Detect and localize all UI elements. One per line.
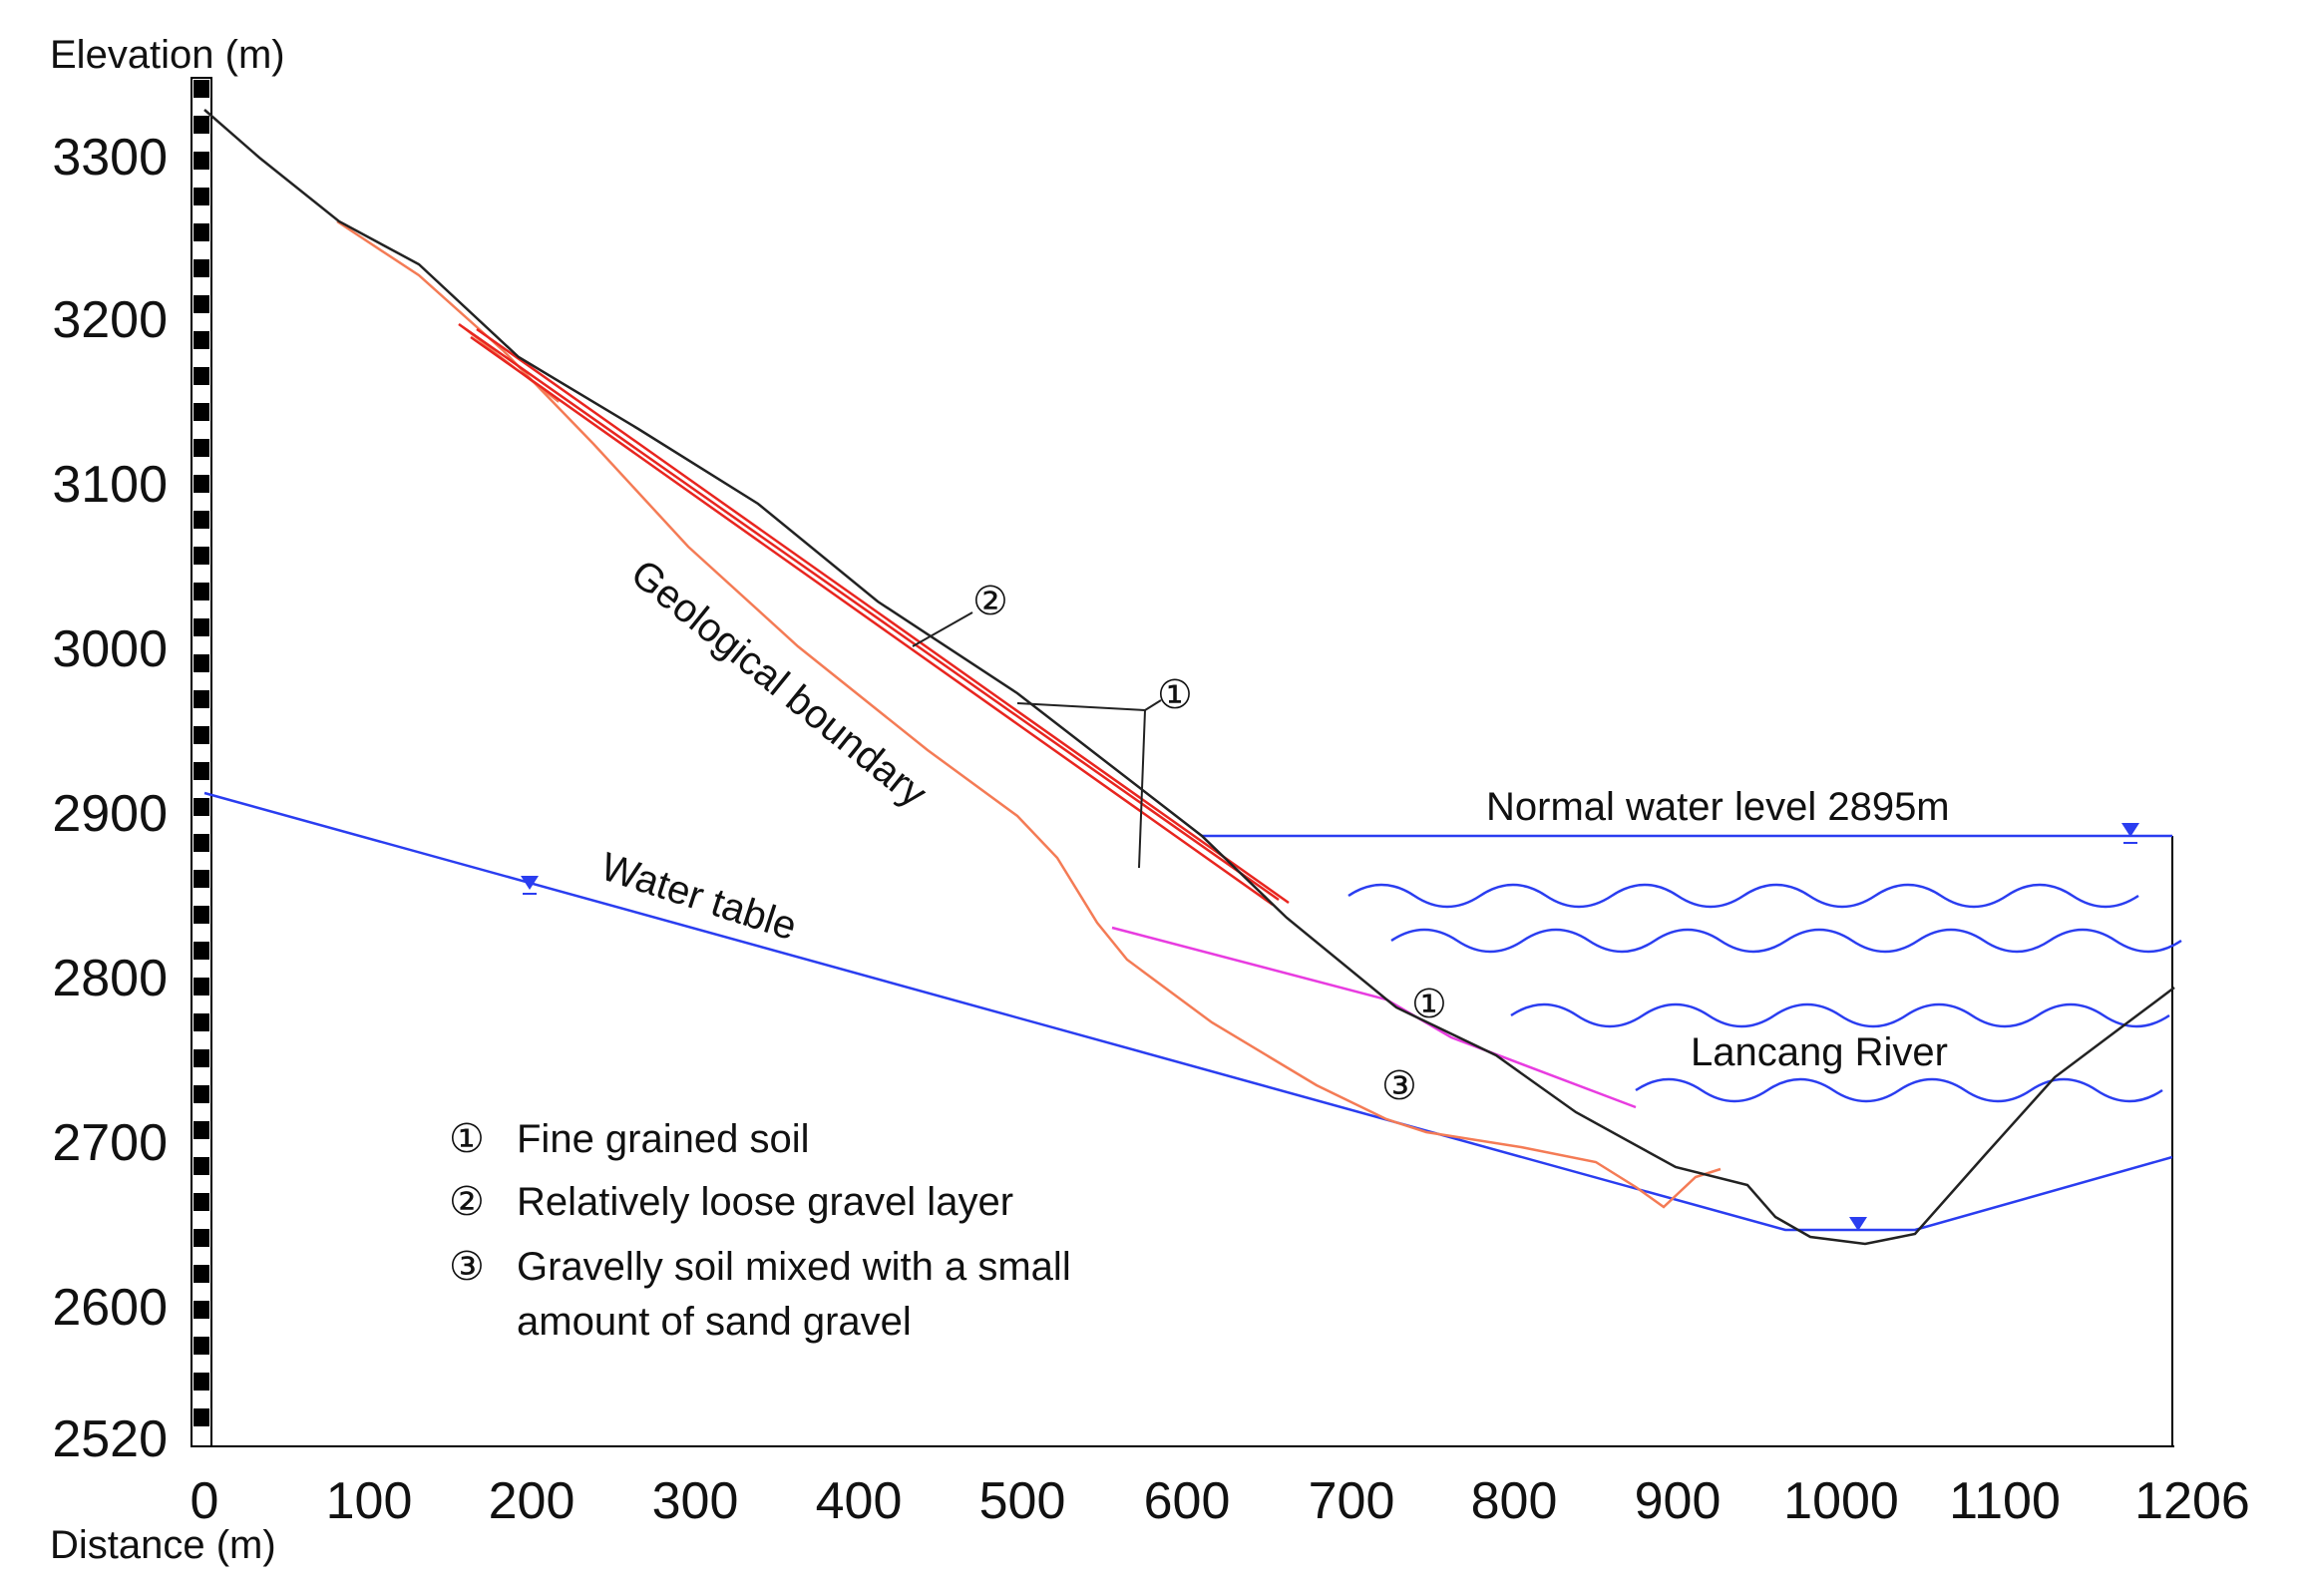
x-tick-1000: 1000 [1783, 1472, 1899, 1530]
x-tick-1100: 1100 [1949, 1472, 2061, 1530]
legend: ① Fine grained soil ② Relatively loose g… [449, 1117, 1071, 1344]
x-tick-500: 500 [979, 1472, 1066, 1530]
ruler-block [193, 1408, 209, 1426]
ruler-block [193, 547, 209, 565]
water-table-marker-icon [521, 876, 539, 890]
magenta-boundary-line [1111, 926, 1637, 1109]
geological-boundary-label: Geological boundary [622, 552, 935, 816]
ruler-block [193, 331, 209, 349]
ruler-block [193, 295, 209, 313]
river-waves [1347, 883, 2182, 1103]
legend-item-1-text: Fine grained soil [517, 1117, 810, 1161]
y-tick-2700: 2700 [52, 1114, 168, 1172]
legend-item-2-text: Relatively loose gravel layer [517, 1180, 1013, 1224]
x-tick-100: 100 [326, 1472, 413, 1530]
river-bottom-marker-icon [1849, 1217, 1867, 1231]
wave-3 [1510, 1002, 2170, 1028]
ruler-block [193, 188, 209, 205]
ruler-block [193, 1337, 209, 1355]
y-tick-2600: 2600 [52, 1279, 168, 1337]
ruler-block [193, 978, 209, 996]
ruler-block [193, 762, 209, 780]
ruler-block [193, 583, 209, 600]
x-tick-0: 0 [191, 1472, 219, 1530]
ruler-block [193, 1157, 209, 1175]
marker-1b-label: ① [1411, 983, 1447, 1026]
marker-1a-label: ① [1157, 673, 1193, 717]
marker-3-label: ③ [1381, 1064, 1417, 1108]
ruler-block [193, 870, 209, 888]
y-tick-2900: 2900 [52, 785, 168, 843]
marker-2-label: ② [972, 580, 1008, 623]
x-tick-800: 800 [1471, 1472, 1558, 1530]
ruler-block [193, 906, 209, 924]
x-tick-300: 300 [652, 1472, 739, 1530]
x-tick-600: 600 [1144, 1472, 1231, 1530]
x-tick-400: 400 [816, 1472, 903, 1530]
x-tick-200: 200 [489, 1472, 576, 1530]
normal-water-level-label: Normal water level 2895m [1486, 785, 1950, 829]
legend-item-1-number: ① [449, 1117, 485, 1161]
y-axis-ticks: 3300 3200 3100 3000 2900 2800 2700 2600 … [52, 129, 168, 1468]
red-gravel-layer [458, 322, 1290, 907]
ruler-block [193, 726, 209, 744]
ruler-block [193, 116, 209, 134]
water-level-marker-icon [2121, 823, 2139, 837]
ruler-block [193, 1229, 209, 1247]
y-tick-3200: 3200 [52, 291, 168, 349]
y-axis-title: Elevation (m) [50, 33, 285, 77]
ruler-block [193, 152, 209, 170]
ruler-block [193, 1049, 209, 1067]
y-tick-2800: 2800 [52, 950, 168, 1007]
leader-lines [912, 611, 1162, 869]
ruler-block [193, 654, 209, 672]
y-tick-3000: 3000 [52, 620, 168, 678]
wave-4 [1635, 1077, 2163, 1103]
ruler-block [193, 403, 209, 421]
ground-surface-line [203, 109, 2175, 1246]
wave-1 [1347, 883, 2139, 909]
y-tick-2520: 2520 [52, 1410, 168, 1468]
legend-item-3-text-line2: amount of sand gravel [517, 1300, 912, 1344]
legend-item-3-number: ③ [449, 1245, 485, 1289]
ruler-block [193, 367, 209, 385]
wave-2 [1390, 928, 2182, 954]
ruler-block [193, 690, 209, 708]
ruler-block [193, 223, 209, 241]
x-tick-700: 700 [1309, 1472, 1395, 1530]
ruler-block [193, 618, 209, 636]
x-axis-ticks: 0 100 200 300 400 500 600 700 800 900 10… [191, 1472, 2250, 1530]
orange-boundary-outer [336, 219, 1722, 1209]
ruler-block [193, 475, 209, 493]
water-table-line [203, 791, 2173, 1232]
ruler-block [193, 1121, 209, 1139]
ruler-block [193, 834, 209, 852]
lancang-river-label: Lancang River [1691, 1030, 1948, 1074]
x-tick-1206: 1206 [2134, 1472, 2250, 1530]
ruler-block [193, 1013, 209, 1031]
y-tick-3300: 3300 [52, 129, 168, 187]
ruler-block [193, 259, 209, 277]
elevation-ruler [191, 77, 212, 1447]
x-tick-900: 900 [1635, 1472, 1722, 1530]
ruler-block [193, 798, 209, 816]
legend-item-3-text-line1: Gravelly soil mixed with a small [517, 1245, 1071, 1289]
ruler-block [193, 1265, 209, 1283]
ruler-block [193, 1301, 209, 1319]
ruler-block [193, 1373, 209, 1391]
ruler-block [193, 1193, 209, 1211]
ruler-block [193, 942, 209, 960]
ruler-block [193, 80, 209, 98]
water-table-label: Water table [595, 845, 802, 950]
ruler-block [193, 439, 209, 457]
legend-item-2-number: ② [449, 1180, 485, 1224]
x-axis-title: Distance (m) [50, 1523, 276, 1567]
y-tick-3100: 3100 [52, 456, 168, 514]
ruler-block [193, 1085, 209, 1103]
ruler-block [193, 511, 209, 529]
